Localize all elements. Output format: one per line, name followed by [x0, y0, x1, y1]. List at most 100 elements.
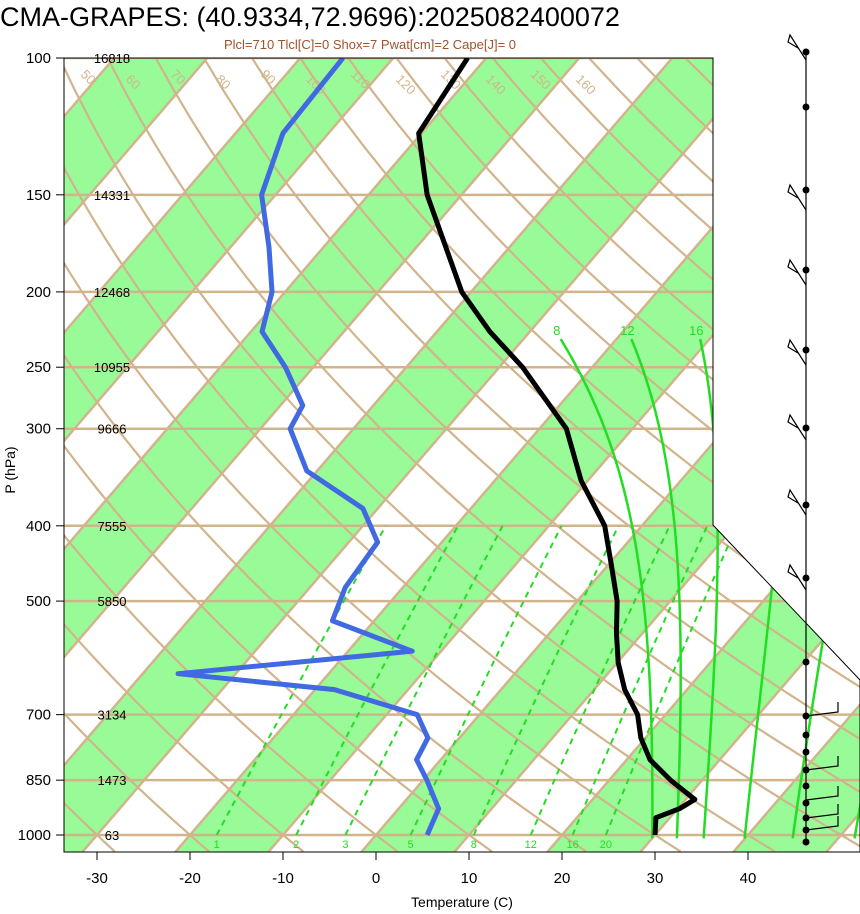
y-axis-label: P (hPa) [2, 446, 18, 493]
temperature-tick-label: -30 [86, 870, 108, 887]
mixing-ratio-line [472, 525, 620, 836]
pressure-tick-label: 150 [26, 187, 51, 204]
mixing-ratio-line [344, 525, 504, 836]
mixing-ratio-label: 2 [293, 839, 299, 851]
pressure-tick-label: 400 [26, 518, 51, 535]
dry-adiabat-line [64, 58, 399, 852]
mixing-ratio-line [529, 525, 671, 836]
barb-station-dot [802, 501, 810, 509]
pressure-tick-label: 500 [26, 593, 51, 610]
height-label: 63 [105, 828, 119, 843]
height-label: 14331 [94, 188, 130, 203]
isotherm-band [64, 58, 409, 852]
mixing-ratio-line [215, 525, 387, 836]
dry-adiabat-line [64, 58, 493, 852]
mixing-ratio-label: 16 [567, 839, 579, 851]
temperature-tick-label: -20 [179, 870, 201, 887]
moist-adiabat-label: 8 [553, 323, 560, 338]
wind-barb [787, 338, 807, 366]
height-label: 1473 [98, 773, 127, 788]
wind-barb [787, 33, 807, 61]
barb-station-dot [802, 748, 810, 756]
dry-adiabat-line [64, 58, 210, 852]
mixing-ratio-lines: 1 2 3 5 8 12 16 20 [214, 525, 738, 851]
isotherm-line [64, 58, 317, 852]
barb-station-dot [802, 186, 810, 194]
isotherm-line [64, 58, 410, 852]
pressure-tick-label: 100 [26, 50, 51, 67]
pressure-tick-label: 200 [26, 284, 51, 301]
barb-station-dot [802, 658, 810, 666]
wind-barb [805, 756, 839, 771]
temperature-tick-label: 20 [554, 870, 571, 887]
mixing-ratio-label: 1 [214, 839, 220, 851]
chart-title: CMA-GRAPES: (40.9334,72.9696):2025082400… [0, 2, 620, 32]
isotherm-line [64, 58, 689, 852]
isotherm-band [531, 58, 860, 852]
barb-station-dot [802, 799, 810, 807]
barb-station-dot [802, 103, 810, 111]
pressure-tick-label: 250 [26, 359, 51, 376]
mixing-ratio-line [409, 525, 563, 836]
pressure-axis: 100 16818 150 14331 200 12468 250 10955 300 9666 4… [18, 50, 130, 844]
pressure-tick-label: 700 [26, 707, 51, 724]
height-label: 7555 [98, 519, 127, 534]
mixing-ratio-line [295, 525, 459, 836]
wind-barb [787, 183, 807, 211]
wind-barb [805, 702, 839, 717]
barb-station-dot [802, 266, 810, 274]
barb-station-dot [802, 346, 810, 354]
moist-adiabat-label: 16 [689, 323, 703, 338]
height-label: 12468 [94, 285, 130, 300]
isotherm-line [716, 58, 860, 852]
mixing-ratio-line [604, 525, 738, 836]
temperature-tick-label: 40 [740, 870, 757, 887]
plot-border [63, 57, 860, 853]
temperature-tick-label: -10 [272, 870, 294, 887]
mixing-ratio-label: 3 [342, 839, 348, 851]
isotherm-band [64, 58, 781, 852]
dewpoint-trace [175, 58, 442, 836]
barb-station-dot [802, 731, 810, 739]
height-label: 9666 [98, 422, 127, 437]
wind-barb [805, 804, 839, 819]
height-label: 5850 [98, 594, 127, 609]
height-label: 3134 [98, 708, 127, 723]
barb-station-dot [802, 838, 810, 846]
temperature-axis: -30 -20 -10 0 10 20 30 40 [86, 852, 756, 887]
wind-barb [787, 413, 807, 441]
pressure-tick-label: 850 [26, 772, 51, 789]
temperature-tick-label: 10 [461, 870, 478, 887]
isotherm-line [64, 58, 224, 852]
isotherm-line [64, 58, 503, 852]
wind-barb-column [787, 33, 839, 846]
wind-barb [805, 816, 839, 831]
pressure-tick-label: 300 [26, 421, 51, 438]
isotherm-line [623, 58, 860, 852]
height-label: 10955 [94, 360, 130, 375]
moist-adiabat-line [630, 338, 682, 839]
temperature-tick-label: 30 [647, 870, 664, 887]
temperature-trace [416, 58, 698, 836]
barb-station-dot [802, 424, 810, 432]
mixing-ratio-label: 8 [471, 839, 477, 851]
isotherm-line [64, 58, 596, 852]
mixing-ratio-line [571, 525, 709, 836]
wind-barb [787, 563, 807, 591]
sounding-traces [175, 58, 698, 836]
barb-station-dot [802, 782, 810, 790]
mixing-ratio-label: 20 [600, 839, 612, 851]
barb-station-dot [802, 574, 810, 582]
moist-adiabat-label: 12 [620, 323, 634, 338]
chart-subtitle: Plcl=710 Tlcl[C]=0 Shox=7 Pwat[cm]=2 Cap… [224, 37, 516, 52]
pressure-tick-label: 1000 [18, 827, 51, 844]
mixing-ratio-label: 5 [408, 839, 414, 851]
mixing-ratio-label: 12 [525, 839, 537, 851]
barb-station-dot [802, 48, 810, 56]
x-axis-label: Temperature (C) [411, 894, 513, 910]
moist-adiabat-line [559, 338, 654, 839]
wind-barb [787, 488, 807, 516]
wind-barb [787, 258, 807, 286]
temperature-tick-label: 0 [372, 870, 380, 887]
